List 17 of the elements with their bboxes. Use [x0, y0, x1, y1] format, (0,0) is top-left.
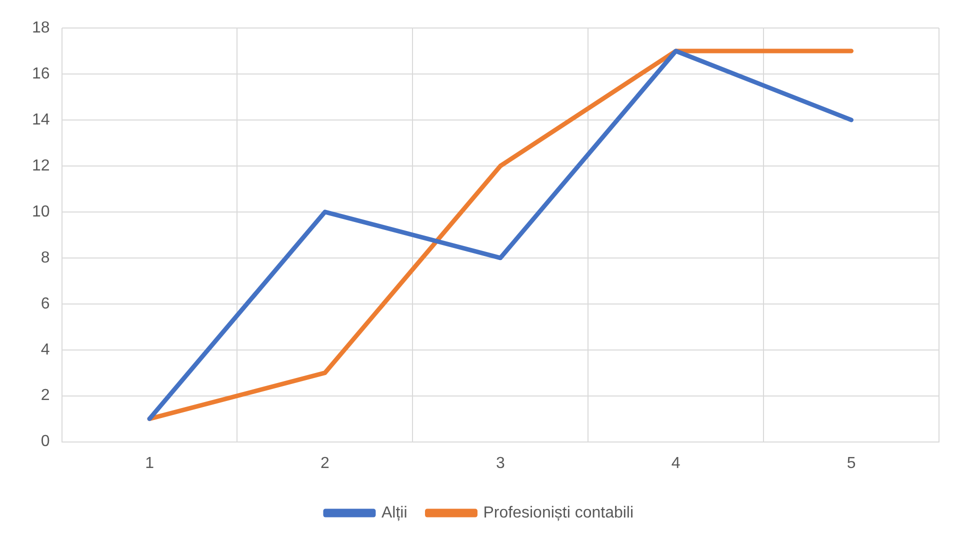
y-tick-label: 0 — [40, 433, 50, 450]
y-tick-label: 10 — [32, 203, 50, 220]
x-tick-label: 1 — [145, 454, 154, 472]
legend-label: Alții — [381, 504, 408, 522]
y-tick-label: 14 — [32, 111, 50, 128]
x-tick-label: 5 — [846, 454, 856, 472]
legend-label: Profesioniști contabili — [483, 504, 634, 522]
y-tick-label: 8 — [40, 249, 50, 266]
y-tick-label: 4 — [40, 341, 50, 358]
y-tick-label: 6 — [40, 295, 50, 312]
y-tick-label: 16 — [32, 65, 50, 82]
x-tick-label: 3 — [496, 454, 505, 472]
y-tick-label: 12 — [32, 157, 50, 174]
y-tick-label: 2 — [40, 387, 50, 404]
y-tick-label: 18 — [32, 19, 50, 36]
x-tick-label: 2 — [320, 454, 330, 472]
x-tick-label: 4 — [671, 454, 680, 472]
